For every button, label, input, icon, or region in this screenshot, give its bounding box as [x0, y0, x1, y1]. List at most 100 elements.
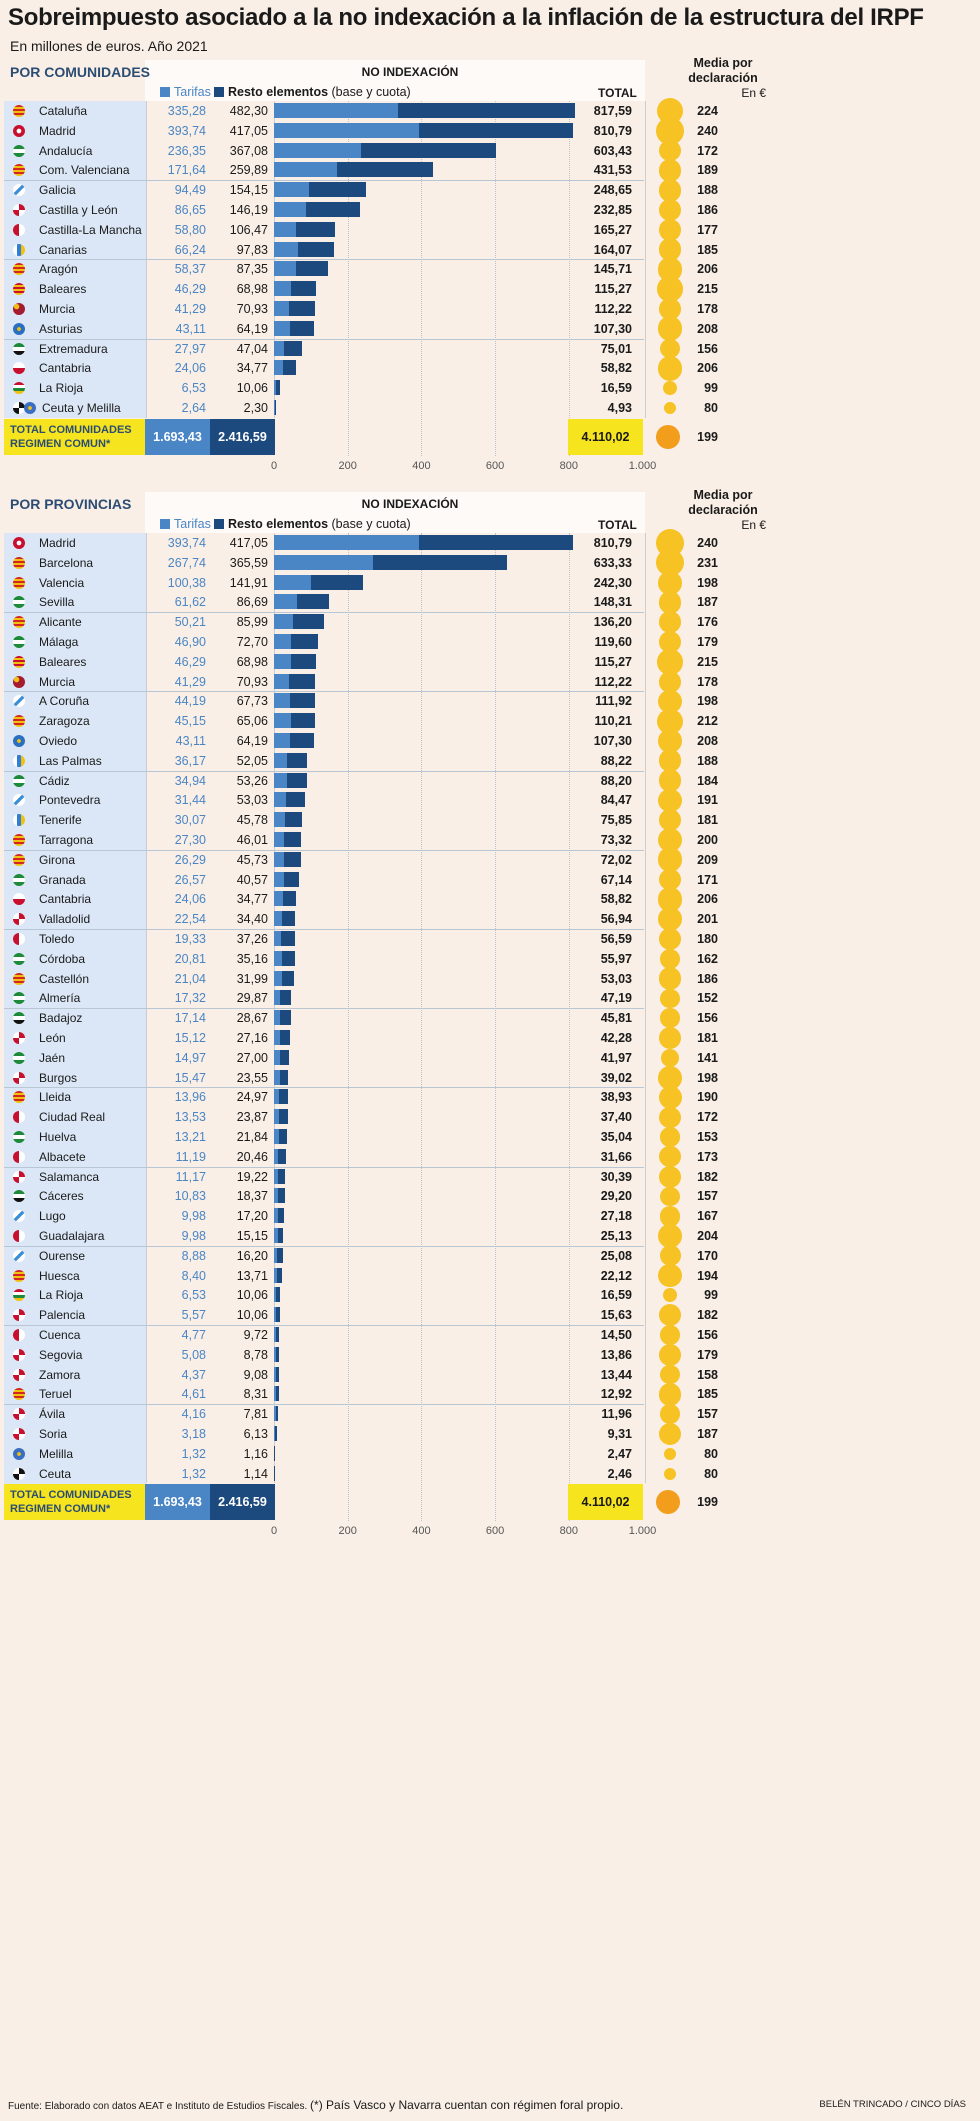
resto-value: 10,06: [236, 381, 268, 396]
table-row: La Rioja 6,53 10,06 16,59 99: [0, 378, 980, 399]
resto-value: 65,06: [236, 714, 268, 729]
gridline-400: [421, 533, 423, 1522]
row-label-bg: [4, 1047, 146, 1068]
header-background: [145, 492, 645, 533]
bar-tarifas: [274, 1346, 276, 1362]
table-row: Castellón 21,04 31,99 53,03 186: [0, 967, 980, 990]
total-value: 603,43: [593, 143, 632, 158]
clm-flag-icon: [13, 1329, 25, 1341]
group-separator: [4, 1245, 644, 1247]
bar-resto: [277, 1247, 284, 1263]
bar-resto: [290, 713, 315, 729]
tarifas-value: 6,53: [181, 381, 206, 396]
media-value: 80: [704, 401, 718, 415]
legend-resto-swatch: [214, 519, 224, 529]
bar-tarifas: [274, 554, 373, 570]
total-value: 47,19: [600, 991, 632, 1006]
media-value: 240: [697, 536, 718, 550]
row-label-bg: [4, 592, 146, 613]
media-value: 80: [704, 1446, 718, 1461]
bar-tarifas: [274, 832, 285, 847]
table-row: Galicia 94,49 154,15 248,65 188: [0, 178, 980, 202]
total-header: TOTAL: [598, 86, 637, 100]
media-header-unit: En €: [741, 518, 766, 532]
x-tick-label: 1.000: [628, 1525, 657, 1538]
media-value: 189: [697, 163, 718, 178]
media-dot: [657, 847, 683, 873]
bar-resto: [372, 554, 508, 570]
media-value: 206: [697, 262, 718, 277]
table-row: Madrid 393,74 417,05 810,79 240: [0, 116, 980, 145]
row-name: Ciudad Real: [39, 1110, 106, 1125]
bar-resto: [279, 1089, 289, 1105]
bar-resto: [278, 1129, 287, 1144]
total-total: 4.110,02: [568, 1484, 643, 1521]
total-value: 13,44: [600, 1367, 632, 1382]
tarifas-value: 36,17: [174, 753, 206, 768]
mel-flag-icon: [24, 402, 36, 414]
row-name: Ceuta: [39, 1466, 72, 1481]
table-row: Cantabria 24,06 34,77 58,82 206: [0, 356, 980, 381]
bar-tarifas: [274, 1208, 278, 1224]
resto-value: 23,87: [236, 1110, 268, 1125]
row-label-bg: [4, 929, 146, 949]
table-row: Almería 17,32 29,87 47,19 152: [0, 988, 980, 1009]
tarifas-value: 15,47: [174, 1070, 206, 1085]
and-flag-icon: [13, 596, 25, 609]
total-row: TOTAL COMUNIDADES REGIMEN COMUN* 1.693,43 2…: [4, 418, 980, 455]
row-name: Salamanca: [39, 1169, 100, 1184]
row-label-bg: [4, 1344, 146, 1365]
cat-flag-icon: [13, 105, 25, 117]
total-resto: 2.416,59: [210, 1484, 275, 1521]
tarifas-value: 34,94: [174, 773, 206, 788]
bar-resto: [361, 142, 497, 158]
ast-flag-icon: [13, 735, 25, 747]
cyl-flag-icon: [13, 1071, 25, 1084]
media-value: 153: [697, 1130, 718, 1144]
media-dot: [658, 1422, 682, 1446]
gridline-600: [495, 533, 497, 1522]
tarifas-value: 27,30: [174, 833, 206, 847]
row-label-bg: [4, 1463, 146, 1484]
total-value: 9,31: [607, 1427, 632, 1441]
row-label-bg: [4, 612, 146, 633]
table-row: Extremadura 27,97 47,04 75,01 156: [0, 338, 980, 359]
media-value: 99: [704, 381, 718, 396]
row-name: León: [39, 1031, 66, 1045]
media-value: 178: [697, 674, 718, 689]
bar-tarifas: [274, 400, 275, 415]
table-row: Cáceres 10,83 18,37 29,20 157: [0, 1186, 980, 1207]
cyl-flag-icon: [13, 204, 25, 216]
bar-tarifas: [274, 142, 362, 158]
tarifas-value: 15,12: [174, 1031, 206, 1045]
bar-tarifas: [274, 1406, 276, 1422]
bar-resto: [277, 1267, 283, 1283]
media-value: 224: [697, 104, 718, 118]
tarifas-value: 100,38: [167, 575, 206, 590]
bar-tarifas: [274, 360, 283, 376]
group-separator: [4, 770, 644, 772]
bar-resto: [289, 673, 316, 689]
media-dot: [657, 276, 683, 302]
cat-flag-icon: [13, 715, 25, 728]
group-separator: [4, 849, 644, 851]
row-label-bg: [4, 299, 146, 319]
bar-resto: [275, 1406, 279, 1422]
row-name: Girona: [39, 852, 76, 867]
bar-tarifas: [274, 535, 420, 550]
data-table: Madrid 393,74 417,05 810,79 240 Barcelona 267,…: [0, 529, 980, 1543]
row-name: Soria: [39, 1427, 68, 1441]
resto-value: 27,00: [236, 1050, 268, 1065]
row-label-bg: [4, 533, 146, 553]
group-separator: [4, 180, 644, 182]
media-dot: [657, 907, 683, 932]
row-name: Granada: [39, 872, 86, 887]
row-name: Tenerife: [39, 813, 82, 828]
resto-value: 53,03: [236, 793, 268, 808]
row-label-bg: [4, 889, 146, 910]
mur-flag-icon: [13, 675, 25, 688]
bar-resto: [289, 320, 314, 336]
resto-value: 8,78: [243, 1347, 268, 1362]
tarifas-value: 58,80: [174, 222, 206, 237]
media-value: 181: [697, 1031, 718, 1045]
